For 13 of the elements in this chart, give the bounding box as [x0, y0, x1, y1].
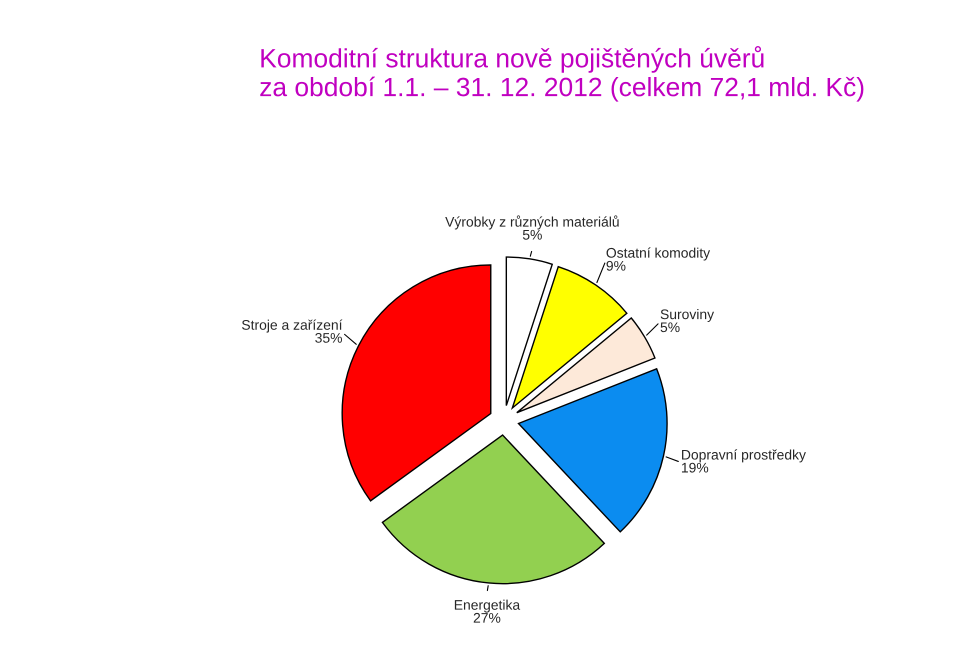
data-label: 19% [682, 462, 708, 473]
slice-label: Suroviny [660, 309, 714, 322]
slice-label: Energetika [454, 600, 520, 613]
legend-label: Dopravní prostředky [682, 449, 806, 462]
data-label: 9% [606, 260, 626, 271]
data-label: 5% [660, 322, 680, 332]
data-label: 5% [522, 230, 542, 240]
slice-label: Ostatní komodity [606, 247, 710, 261]
chart-title: Komoditní struktura nově pojištěných úvěrů za období 1.1. – 31. 12. 2012 (celkem 72,1 mld. Kč) [260, 46, 864, 102]
slice-label: Výrobky z různých materiálů [445, 215, 619, 230]
data-label: 27% [474, 612, 500, 623]
slice-label: Stroje a zařízení [242, 319, 342, 333]
data-label: 35% [315, 332, 342, 343]
